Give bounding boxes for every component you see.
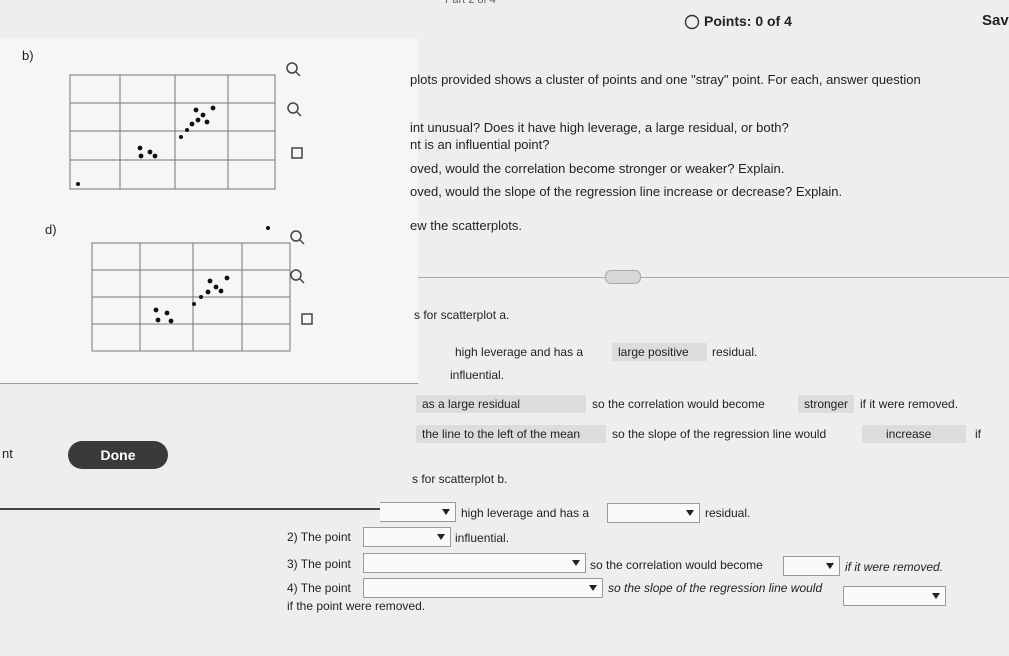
- answer-text: so the slope of the regression line woul…: [612, 427, 827, 441]
- answer-text: if: [975, 427, 981, 441]
- question-line: plots provided shows a cluster of points…: [410, 72, 921, 87]
- divider: [0, 508, 418, 510]
- answer-text: if it were removed.: [860, 397, 959, 411]
- dropdown[interactable]: [607, 503, 700, 523]
- save-button[interactable]: Sav: [982, 12, 1009, 29]
- part-label: Part 2 of 4: [445, 0, 496, 6]
- expand-toggle[interactable]: [605, 270, 641, 284]
- question-line: oved, would the slope of the regression …: [410, 184, 843, 199]
- status-icon: [684, 14, 700, 30]
- dropdown[interactable]: [843, 586, 946, 606]
- dropdown[interactable]: [363, 578, 603, 598]
- answer-choice[interactable]: large positive: [612, 343, 707, 361]
- dropdown[interactable]: [783, 556, 840, 576]
- answer-text: so the correlation would become: [590, 558, 763, 572]
- answer-text: residual.: [705, 506, 751, 520]
- done-button[interactable]: Done: [68, 441, 168, 469]
- answer-heading: s for scatterplot b.: [412, 472, 508, 486]
- dropdown[interactable]: [363, 527, 451, 547]
- question-line: oved, would the correlation become stron…: [410, 161, 785, 176]
- divider: [418, 277, 1009, 278]
- answer-label: 2) The point: [287, 530, 351, 544]
- answer-text: so the correlation would become: [592, 397, 765, 411]
- plot-label: d): [45, 222, 57, 237]
- answer-text: if it were removed.: [845, 560, 944, 574]
- scatterplots: [69, 62, 313, 352]
- question-line: nt is an influential point?: [410, 137, 550, 152]
- answer-choice[interactable]: as a large residual: [416, 395, 586, 413]
- answer-text: residual.: [712, 345, 758, 359]
- dropdown[interactable]: [380, 502, 456, 522]
- answer-text: influential.: [450, 368, 505, 382]
- answer-choice[interactable]: increase: [862, 425, 966, 443]
- answer-choice[interactable]: the line to the left of the mean: [416, 425, 606, 443]
- plot-label: b): [22, 48, 34, 63]
- answer-text: if the point were removed.: [287, 599, 426, 613]
- points: Points: 0 of 4: [704, 13, 792, 29]
- answer-text: so the slope of the regression line woul…: [608, 581, 823, 595]
- side-text: nt: [2, 446, 13, 461]
- question-line: int unusual? Does it have high leverage,…: [410, 120, 789, 135]
- answer-label: 4) The point: [287, 581, 351, 595]
- answer-text: influential.: [455, 531, 510, 545]
- answer-text: high leverage and has a: [455, 345, 584, 359]
- dropdown[interactable]: [363, 553, 586, 573]
- answer-text: high leverage and has a: [461, 506, 590, 520]
- answer-choice[interactable]: stronger: [798, 395, 854, 413]
- answer-label: 3) The point: [287, 557, 351, 571]
- question-line: ew the scatterplots.: [410, 218, 522, 233]
- answer-heading: s for scatterplot a.: [414, 308, 510, 322]
